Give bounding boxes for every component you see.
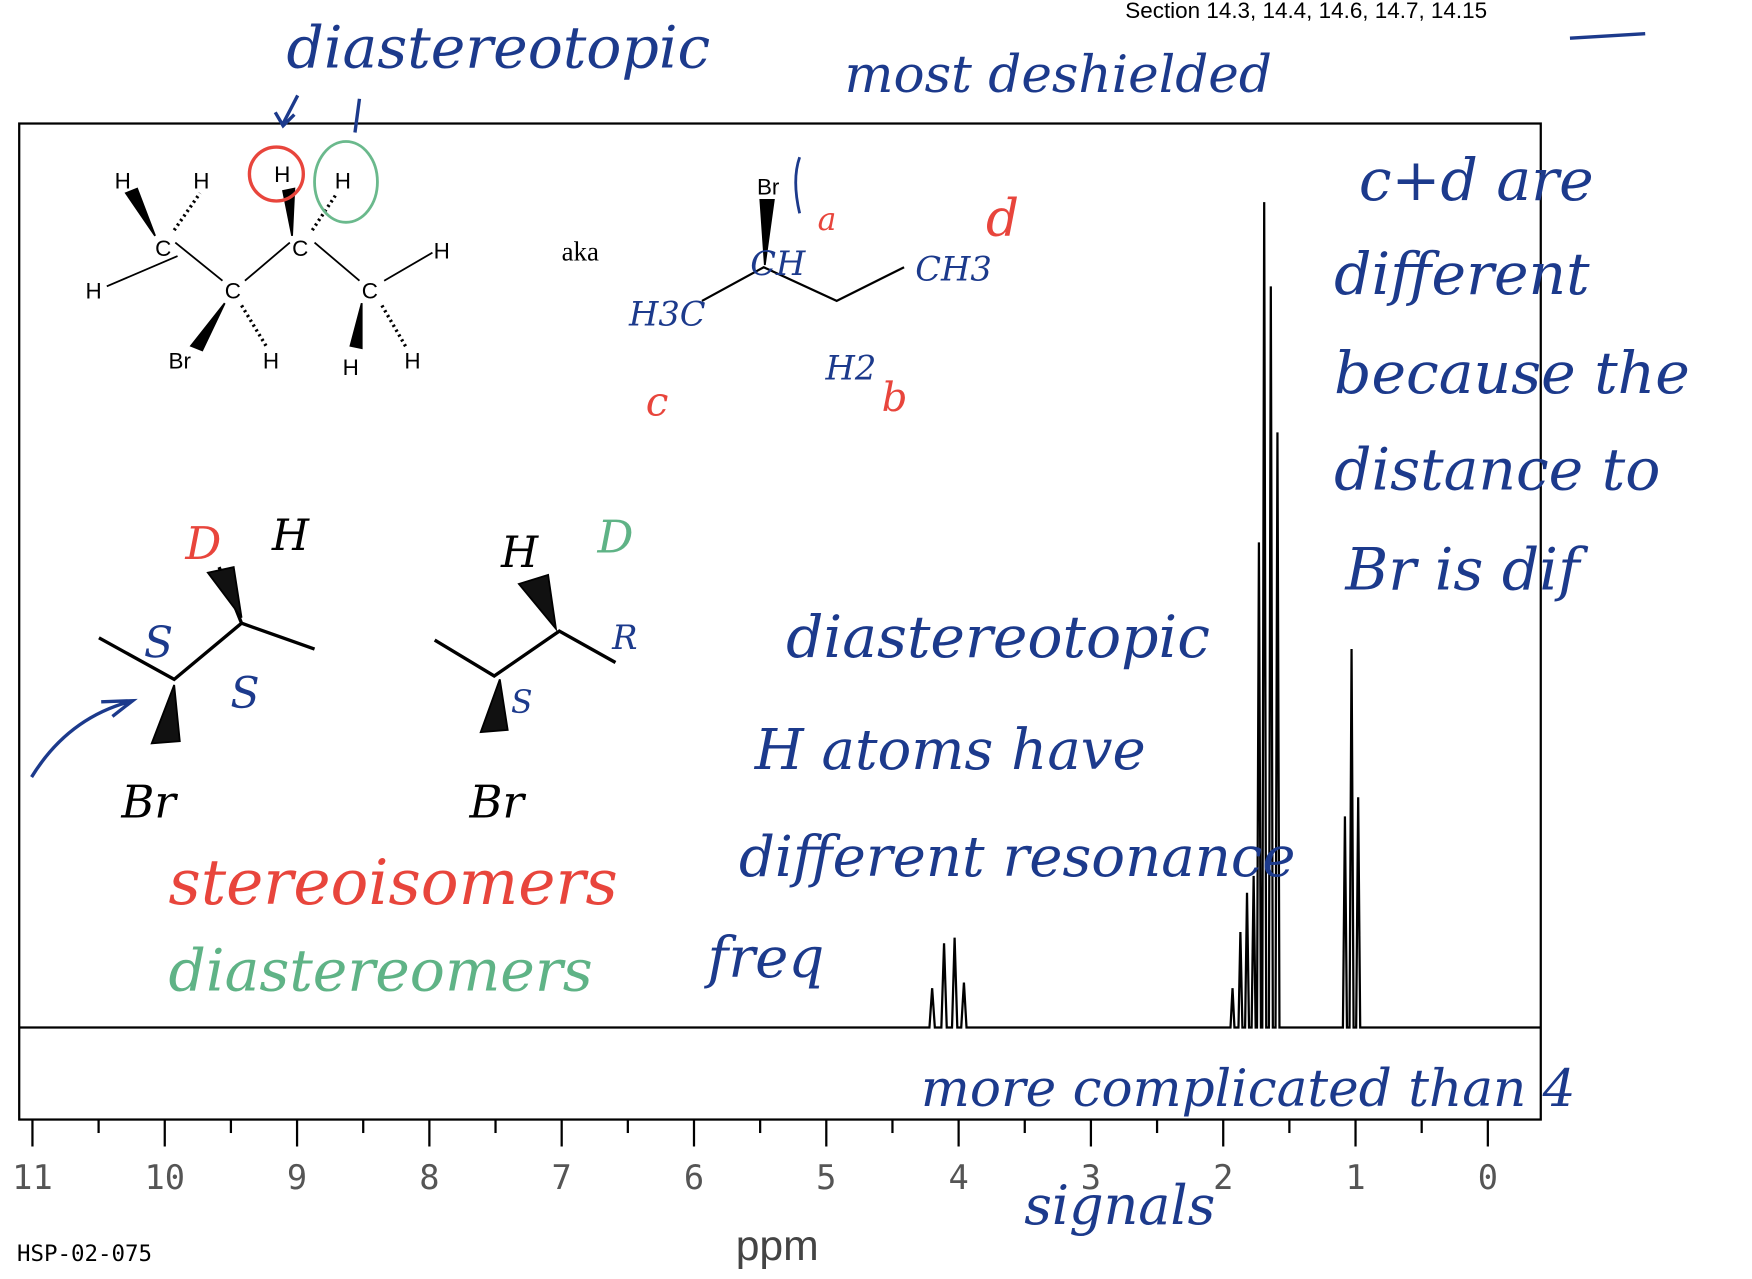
skeleton-label: CH3 bbox=[915, 250, 992, 289]
skeleton-label: a bbox=[818, 202, 837, 238]
stereo-label: D bbox=[184, 517, 221, 570]
atom: H bbox=[263, 348, 279, 373]
x-tick-label: 6 bbox=[684, 1158, 704, 1197]
aka: aka bbox=[562, 237, 599, 267]
arrows bbox=[273, 94, 362, 133]
stereo-label: R bbox=[611, 618, 637, 657]
x-tick-label: 3 bbox=[1081, 1158, 1101, 1197]
skeleton-label: CH bbox=[750, 244, 806, 283]
x-tick-label: 9 bbox=[287, 1158, 307, 1197]
skeleton-label: b bbox=[882, 373, 908, 421]
arrow-left bbox=[30, 698, 138, 778]
bonds bbox=[106, 241, 433, 288]
note: because the bbox=[1334, 339, 1690, 407]
atom: C bbox=[225, 279, 241, 304]
stereo-label: H bbox=[500, 528, 539, 578]
x-axis-label: ppm bbox=[736, 1222, 819, 1270]
note: diastereotopic bbox=[286, 13, 710, 81]
atom: H bbox=[193, 169, 209, 194]
x-tick-label: 1 bbox=[1345, 1158, 1365, 1197]
atom: C bbox=[155, 236, 171, 261]
note: diastereotopic bbox=[786, 603, 1210, 671]
stereo-label: Br bbox=[120, 775, 178, 828]
skeleton-label: H3C bbox=[628, 295, 706, 334]
note: most deshielded bbox=[845, 45, 1272, 105]
stereo-wedges bbox=[150, 565, 558, 745]
x-tick-label: 10 bbox=[144, 1158, 185, 1197]
atom: H bbox=[343, 355, 359, 380]
plot-frame bbox=[18, 122, 1542, 1121]
spectrum-code: HSP-02-075 bbox=[17, 1241, 152, 1267]
x-tick-label: 8 bbox=[419, 1158, 439, 1197]
header: Section 14.3, 14.4, 14.6, 14.7, 14.15 bbox=[1125, 0, 1487, 23]
stereo-label: S bbox=[144, 618, 173, 668]
atom: H bbox=[434, 238, 450, 263]
skeleton-label: d bbox=[986, 189, 1019, 249]
x-tick-label: 4 bbox=[948, 1158, 968, 1197]
stereo-label: S bbox=[230, 668, 259, 718]
note: different resonance bbox=[739, 825, 1295, 890]
atom: Br bbox=[169, 348, 192, 373]
note: different bbox=[1334, 240, 1590, 308]
skeleton bbox=[701, 265, 905, 303]
circle-green bbox=[313, 140, 379, 224]
labels: Section 14.3, 14.4, 14.6, 14.7, 14.15 H H H… bbox=[85, 0, 1689, 1237]
x-tick-label: 0 bbox=[1478, 1158, 1498, 1197]
note: freq bbox=[704, 926, 825, 991]
wedge bbox=[759, 198, 775, 266]
skeleton-label: c bbox=[646, 377, 669, 425]
note: H atoms have bbox=[754, 718, 1146, 783]
atom: H bbox=[404, 348, 420, 373]
x-tick-label: 2 bbox=[1213, 1158, 1233, 1197]
drawing-strokes bbox=[18, 32, 1646, 1121]
note: Br is dif bbox=[1344, 536, 1589, 604]
underline bbox=[1569, 32, 1646, 40]
atom: H bbox=[115, 169, 131, 194]
stereo-label: D bbox=[597, 510, 634, 563]
note: diastereomers bbox=[169, 936, 593, 1004]
stereo-label: S bbox=[511, 685, 533, 721]
note: c+d are bbox=[1359, 146, 1594, 214]
wedges bbox=[124, 187, 363, 352]
note: more complicated than 4 bbox=[921, 1059, 1576, 1119]
pointer bbox=[794, 156, 802, 214]
x-tick-label: 5 bbox=[816, 1158, 836, 1197]
x-tick-label: 7 bbox=[552, 1158, 572, 1197]
circle-red bbox=[247, 145, 305, 203]
hashes bbox=[172, 192, 409, 349]
skeleton-label: Br bbox=[757, 174, 780, 199]
note: distance to bbox=[1334, 436, 1660, 504]
stereo-label: H bbox=[271, 511, 310, 561]
skeleton-label: H2 bbox=[824, 349, 876, 388]
x-tick-label: 11 bbox=[12, 1158, 53, 1197]
stereo-label: Br bbox=[469, 775, 527, 828]
atom: H bbox=[85, 279, 101, 304]
note: signals bbox=[1024, 1174, 1215, 1237]
spectrum-trace bbox=[19, 202, 1541, 1029]
atom: C bbox=[362, 279, 378, 304]
atom: H bbox=[274, 162, 290, 187]
note: stereoisomers bbox=[169, 846, 618, 919]
atom: C bbox=[292, 236, 308, 261]
atom: H bbox=[335, 169, 351, 194]
